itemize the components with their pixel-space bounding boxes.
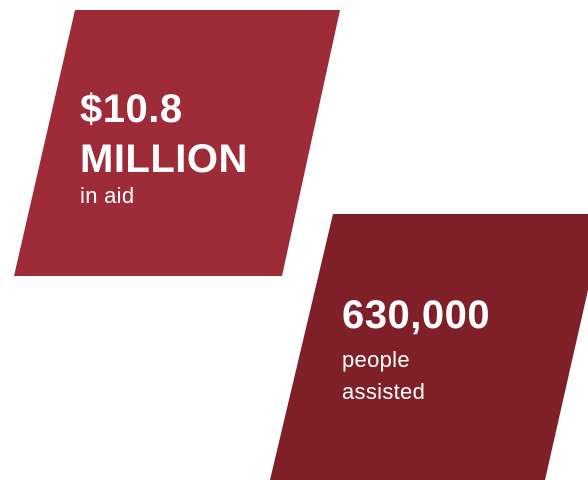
people-caption-line1: people: [342, 347, 410, 372]
people-caption-line2: assisted: [342, 379, 426, 404]
aid-amount: $10.8: [80, 87, 183, 131]
people-count: 630,000: [342, 293, 491, 337]
aid-unit: MILLION: [80, 137, 248, 181]
aid-stat: $10.8 MILLION in aid: [80, 84, 248, 208]
aid-caption: in aid: [80, 183, 135, 208]
people-stat: 630,000 people assisted: [342, 290, 490, 404]
